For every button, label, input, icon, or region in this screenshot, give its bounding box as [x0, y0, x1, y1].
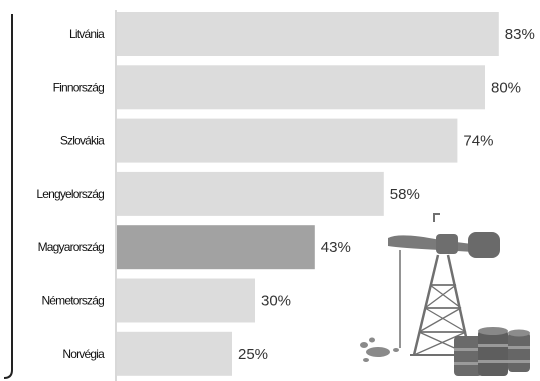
- category-label: Lengyelország: [36, 187, 104, 201]
- value-label: 25%: [238, 346, 268, 363]
- bar-4: [117, 225, 315, 270]
- oil-derrick-and-barrels-icon: [360, 213, 530, 376]
- category-label: Litvánia: [69, 27, 105, 41]
- value-label: 58%: [390, 186, 420, 203]
- value-label: 30%: [261, 293, 291, 310]
- bar-2: [117, 118, 458, 163]
- bar-3: [117, 171, 384, 216]
- value-label: 80%: [491, 79, 521, 96]
- bars-group: Litvánia 83% Finnország 80% Szlovákia 74% Leng…: [36, 12, 535, 376]
- chart-frame: [3, 14, 13, 379]
- bar-0: [117, 12, 499, 56]
- bar-5: [117, 278, 255, 323]
- category-label: Szlovákia: [60, 134, 105, 148]
- value-label: 74%: [463, 133, 493, 150]
- value-label: 83%: [505, 26, 535, 43]
- category-label: Németország: [41, 294, 104, 308]
- category-label: Norvégia: [62, 347, 105, 361]
- bar-6: [117, 331, 232, 376]
- category-label: Magyarország: [38, 240, 105, 254]
- value-label: 43%: [321, 239, 351, 256]
- category-label: Finnország: [53, 80, 104, 94]
- bar-1: [117, 65, 485, 110]
